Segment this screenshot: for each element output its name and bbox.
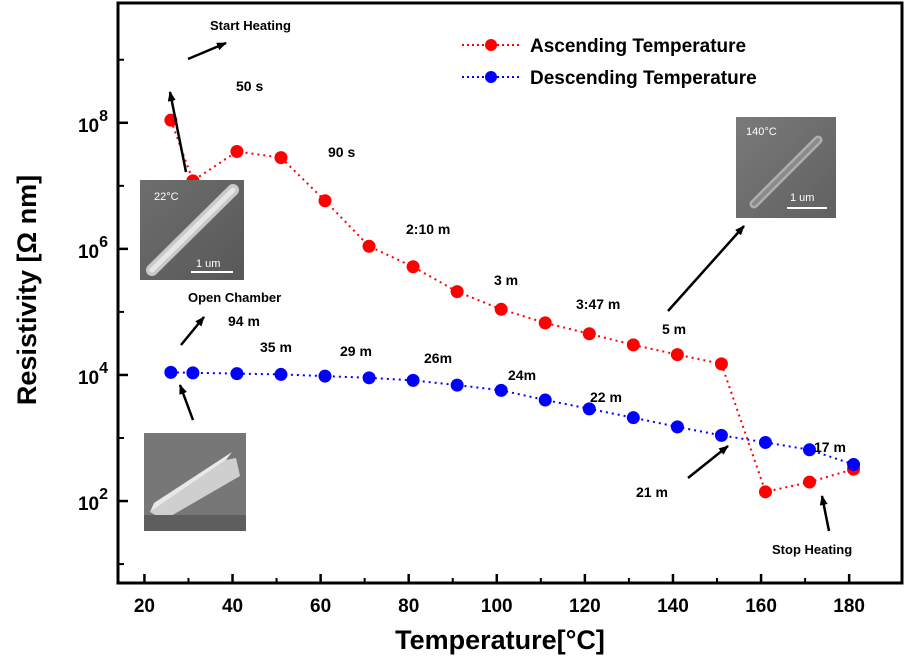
axis-tick-labels: 20 40 60 80 100 120 140 160 180 102 104 106 108	[78, 108, 865, 617]
legend-label-descending: Descending Temperature	[530, 68, 757, 89]
annotation-start-heating: Start Heating	[210, 18, 291, 33]
annotation-3-47m: 3:47 m	[576, 296, 620, 312]
series-line-descending	[170, 371, 854, 466]
inset-tilted	[144, 433, 246, 531]
x-tick-label: 60	[310, 596, 331, 617]
data-point-ascending	[274, 151, 288, 165]
annotation-94m: 94 m	[228, 313, 260, 329]
inset-tilted-nanorod-top	[150, 452, 232, 512]
data-point-ascending	[318, 194, 332, 208]
annotation-arrows	[167, 41, 831, 532]
annotation-2-10m: 2:10 m	[406, 221, 450, 237]
annotation-35m: 35 m	[260, 339, 292, 355]
legend-label-ascending: Ascending Temperature	[530, 36, 746, 57]
x-tick-label: 40	[222, 596, 243, 617]
x-tick-label: 140	[657, 596, 689, 617]
x-tick-label: 120	[569, 596, 601, 617]
legend-marker-ascending	[485, 39, 497, 51]
arrow-21m	[687, 445, 729, 479]
data-point-descending	[362, 371, 376, 385]
annotation-22m: 22 m	[590, 389, 622, 405]
data-point-ascending	[758, 485, 772, 499]
data-point-descending	[494, 383, 508, 397]
data-point-descending	[803, 443, 817, 457]
annotation-26m: 26m	[424, 350, 452, 366]
inset-22c-scale-label: 1 um	[196, 258, 220, 270]
arrow-stop-heating	[819, 495, 831, 532]
series-descending	[164, 365, 861, 471]
annotation-29m: 29 m	[340, 343, 372, 359]
inset-140c-label: 140°C	[746, 126, 777, 138]
data-point-descending	[230, 367, 244, 381]
axis-ticks	[118, 58, 851, 583]
arrow-inset-22c	[167, 91, 188, 173]
annotation-labels: Start Heating 50 s 90 s 2:10 m 3 m 3:47 …	[188, 18, 852, 557]
arrow-inset-140c	[667, 225, 745, 312]
data-point-descending	[847, 457, 861, 471]
y-tick-label: 102	[78, 486, 108, 515]
x-tick-label: 20	[134, 596, 155, 617]
inset-22c-label: 22°C	[154, 191, 179, 203]
data-point-descending	[274, 367, 288, 381]
data-point-ascending	[626, 338, 640, 352]
data-point-ascending	[494, 302, 508, 316]
data-point-descending	[670, 420, 684, 434]
annotation-5m: 5 m	[662, 321, 686, 337]
series-ascending	[164, 113, 861, 499]
y-tick-label: 106	[78, 234, 108, 263]
inset-22c-nanorod-highlight	[149, 187, 236, 273]
annotation-3m: 3 m	[494, 272, 518, 288]
x-tick-label: 180	[833, 596, 865, 617]
x-axis-title: Temperature[°C]	[395, 625, 605, 655]
arrow-start-heating	[187, 41, 227, 61]
data-point-descending	[450, 378, 464, 392]
annotation-90s: 90 s	[328, 144, 355, 160]
data-point-ascending	[406, 260, 420, 274]
annotation-24m: 24m	[508, 367, 536, 383]
y-axis-title: Resistivity [Ω nm]	[12, 175, 42, 405]
data-point-ascending	[670, 348, 684, 362]
data-point-descending	[758, 435, 772, 449]
inset-140c: 140°C 1 um	[736, 117, 836, 218]
plot-frame	[116, 1, 904, 585]
annotation-21m: 21 m	[636, 484, 668, 500]
data-point-ascending	[803, 475, 817, 489]
data-point-ascending	[230, 145, 244, 159]
annotation-open-chamber: Open Chamber	[188, 290, 281, 305]
inset-tilted-substrate	[144, 515, 246, 531]
data-point-descending	[582, 402, 596, 416]
inset-22c: 22°C 1 um	[140, 180, 244, 280]
annotation-17m: 17 m	[814, 439, 846, 455]
x-tick-label: 80	[398, 596, 419, 617]
y-tick-label: 108	[78, 108, 108, 137]
annotation-50s: 50 s	[236, 78, 263, 94]
inset-140c-nanorod-core	[752, 138, 820, 206]
data-point-descending	[626, 411, 640, 425]
data-point-descending	[406, 373, 420, 387]
legend: Ascending Temperature Descending Tempera…	[462, 36, 757, 89]
x-tick-label: 100	[481, 596, 513, 617]
arrow-inset-tilted	[178, 384, 195, 421]
data-point-descending	[538, 393, 552, 407]
data-point-descending	[714, 428, 728, 442]
data-point-ascending	[538, 316, 552, 330]
data-point-descending	[186, 366, 200, 380]
data-point-ascending	[450, 285, 464, 299]
data-point-descending	[164, 365, 178, 379]
inset-140c-scale-label: 1 um	[790, 192, 814, 204]
y-tick-label: 104	[78, 360, 108, 389]
data-point-descending	[318, 369, 332, 383]
data-point-ascending	[362, 239, 376, 253]
data-point-ascending	[582, 327, 596, 341]
legend-marker-descending	[485, 71, 497, 83]
annotation-stop-heating: Stop Heating	[772, 542, 852, 557]
arrow-open-chamber	[180, 316, 205, 346]
data-point-ascending	[714, 357, 728, 371]
x-tick-label: 160	[745, 596, 777, 617]
inset-tilted-nanorod-side	[150, 458, 240, 520]
